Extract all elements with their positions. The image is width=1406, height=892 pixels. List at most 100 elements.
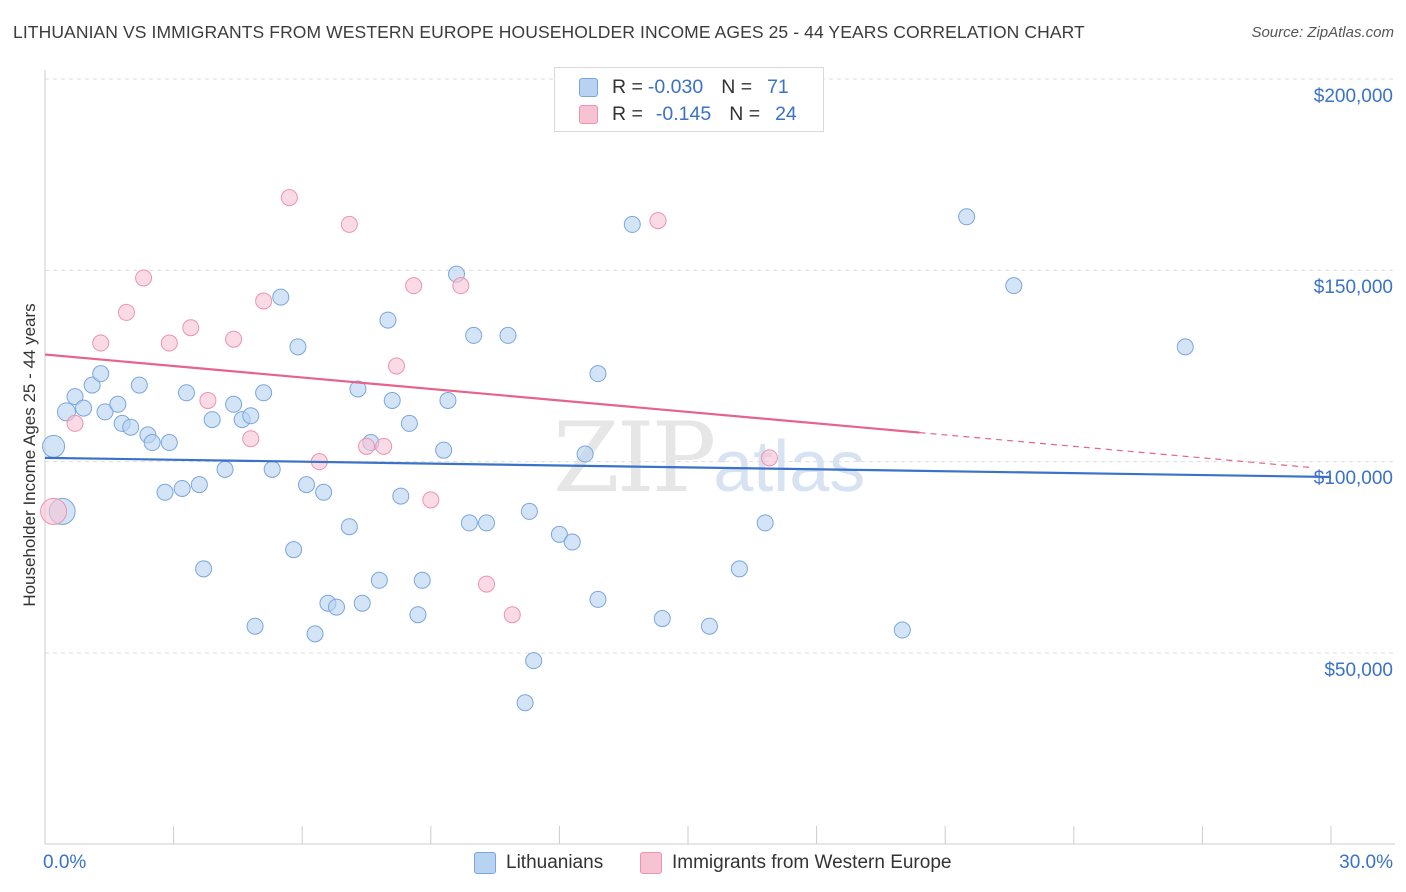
legend-swatch-blue <box>474 852 496 874</box>
y-axis-label: Householder Income Ages 25 - 44 years <box>20 303 39 607</box>
lithuanian-point <box>460 514 478 532</box>
legend-n-value: 24 <box>775 102 797 125</box>
lithuanian-point <box>96 403 114 421</box>
immigrant-point <box>66 414 84 432</box>
immigrant-point <box>340 215 358 233</box>
immigrant-point <box>117 303 135 321</box>
lithuanian-point <box>383 391 401 409</box>
y-tick-label: $100,000 <box>1313 468 1393 489</box>
watermark-atlas: atlas <box>713 427 866 507</box>
immigrant-point <box>478 575 496 593</box>
lithuanian-point <box>756 514 774 532</box>
immigrant-point <box>199 391 217 409</box>
legend-r-value: -0.145 <box>655 102 712 125</box>
legend-r-value: -0.030 <box>647 75 704 98</box>
lithuanian-point <box>225 395 243 413</box>
lithuanian-point <box>190 476 208 494</box>
lithuanian-point <box>289 338 307 356</box>
immigrant-point <box>388 357 406 375</box>
immigrant-point <box>40 497 68 525</box>
immigrant-point <box>760 449 778 467</box>
immigrant-point <box>242 430 260 448</box>
chart-title: LITHUANIAN VS IMMIGRANTS FROM WESTERN EU… <box>13 22 1085 42</box>
lithuanian-point <box>297 476 315 494</box>
legend-swatch-pink <box>579 104 598 124</box>
legend-row-lithuanians: R = -0.030 N = 71 <box>579 74 789 100</box>
lithuanian-point <box>516 694 534 712</box>
lithuanian-point <box>156 483 174 501</box>
lithuanian-point <box>400 414 418 432</box>
lithuanian-point <box>272 288 290 306</box>
lithuanian-point <box>75 399 93 417</box>
lithuanian-point <box>315 483 333 501</box>
lithuanian-point <box>255 384 273 402</box>
legend-item-lithuanians: Lithuanians <box>474 852 603 874</box>
lithuanian-point <box>730 560 748 578</box>
lithuanian-point <box>109 395 127 413</box>
immigrant-trend-line <box>44 353 920 434</box>
immigrant-point <box>405 277 423 295</box>
lithuanian-point <box>465 326 483 344</box>
lithuanian-point <box>379 311 397 329</box>
lithuanian-point <box>130 376 148 394</box>
legend-n-label: N = <box>729 102 761 125</box>
lithuanian-point <box>525 652 543 670</box>
lithuanian-point <box>413 571 431 589</box>
lithuanian-point <box>653 610 671 628</box>
immigrant-point <box>452 277 470 295</box>
lithuanian-point <box>143 434 161 452</box>
legend-item-immigrants: Immigrants from Western Europe <box>640 852 951 874</box>
legend-n-value: 71 <box>767 75 789 98</box>
lithuanian-point <box>160 434 178 452</box>
immigrant-point <box>358 437 375 455</box>
immigrant-point <box>422 491 440 509</box>
lithuanian-point <box>478 514 496 532</box>
immigrant-point <box>255 292 273 310</box>
lithuanian-trend-line <box>44 456 1332 479</box>
legend-row-immigrants: R = -0.145 N = 24 <box>579 101 797 127</box>
x-tick-label-min: 0.0% <box>43 852 87 873</box>
source-label: Source: ZipAtlas.com <box>1251 24 1394 41</box>
immigrant-point <box>503 606 521 624</box>
lithuanian-point <box>285 541 303 559</box>
lithuanian-point <box>203 411 221 429</box>
lithuanian-point <box>353 594 371 612</box>
lithuanian-point <box>1176 338 1194 356</box>
immigrant-point <box>160 334 178 352</box>
lithuanian-point <box>439 391 457 409</box>
immigrant-point <box>375 437 393 455</box>
lithuanian-point <box>242 407 260 425</box>
immigrant-point <box>280 189 298 207</box>
immigrant-point <box>649 212 667 230</box>
lithuanian-point <box>42 434 66 458</box>
lithuanian-point <box>327 598 345 616</box>
legend-n-label: N = <box>721 75 753 98</box>
lithuanian-point <box>520 502 538 520</box>
lithuanian-point <box>589 590 607 608</box>
lithuanian-point <box>263 460 281 478</box>
y-tick-label: $50,000 <box>1324 660 1393 681</box>
series-legend: Lithuanians Immigrants from Western Euro… <box>0 852 1406 878</box>
lithuanian-point <box>1005 277 1023 295</box>
lithuanian-point <box>66 388 84 406</box>
y-tick-label: $200,000 <box>1313 86 1393 107</box>
immigrant-point <box>92 334 110 352</box>
lithuanian-point <box>370 571 388 589</box>
legend-r-label: R = <box>612 102 643 125</box>
lithuanian-point <box>409 606 427 624</box>
immigrant-point <box>135 269 153 287</box>
lithuanian-point <box>589 365 607 383</box>
lithuanian-point <box>92 365 110 383</box>
lithuanian-point <box>563 533 581 551</box>
legend-swatch-pink <box>640 852 662 874</box>
lithuanian-point <box>216 460 234 478</box>
legend-swatch-blue <box>579 77 598 97</box>
lithuanian-point <box>550 525 568 543</box>
lithuanian-point <box>306 625 324 643</box>
lithuanian-point <box>623 215 641 233</box>
immigrant-point <box>182 319 200 337</box>
lithuanian-point <box>122 418 140 436</box>
lithuanian-point <box>340 518 358 536</box>
lithuanian-point <box>435 441 453 459</box>
